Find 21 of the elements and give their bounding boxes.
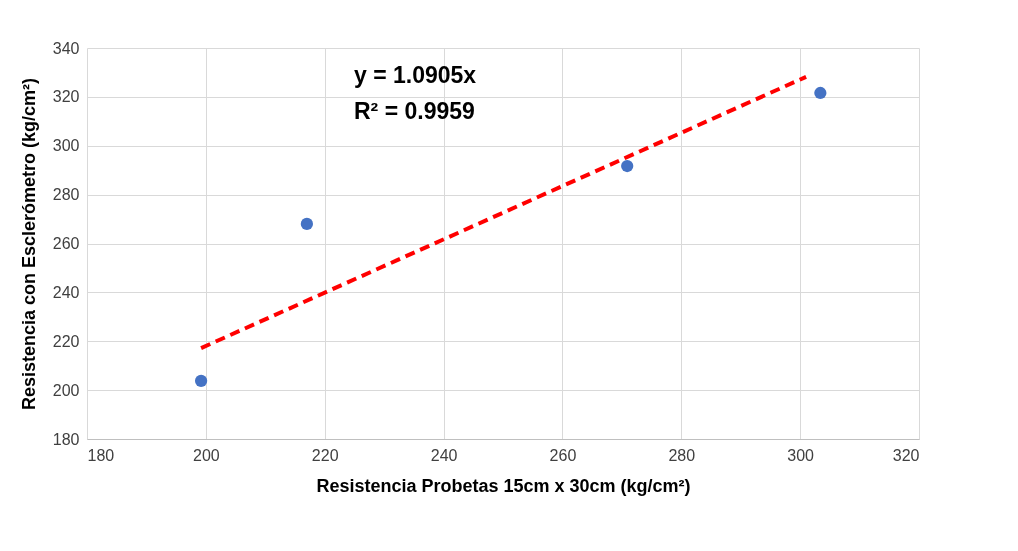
- y-tick-label: 320: [52, 88, 80, 106]
- x-tick-label: 300: [787, 446, 815, 464]
- y-tick-label: 280: [52, 186, 80, 204]
- x-tick-label: 180: [87, 446, 115, 464]
- x-tick-label: 320: [892, 446, 920, 464]
- y-tick-label: 300: [52, 137, 80, 155]
- annotation: R² = 0.9959: [354, 98, 475, 124]
- x-tick-label: 260: [549, 446, 577, 464]
- y-tick-label: 200: [52, 381, 80, 399]
- y-tick-label: 180: [52, 430, 80, 448]
- x-tick-label: 280: [668, 446, 696, 464]
- x-tick-label: 200: [193, 446, 220, 464]
- x-tick-label: 220: [311, 446, 339, 464]
- y-axis-title: Resistencia con Esclerómetro (kg/cm²): [18, 77, 39, 411]
- y-tick-label: 260: [52, 235, 80, 252]
- y-tick-label: 340: [52, 39, 80, 57]
- annotation: y = 1.0905x: [354, 62, 477, 88]
- y-tick-label: 240: [52, 283, 80, 301]
- y-tick-label: 220: [52, 332, 80, 350]
- x-axis-title: Resistencia Probetas 15cm x 30cm (kg/cm²): [316, 475, 691, 496]
- x-tick-label: 240: [430, 446, 458, 464]
